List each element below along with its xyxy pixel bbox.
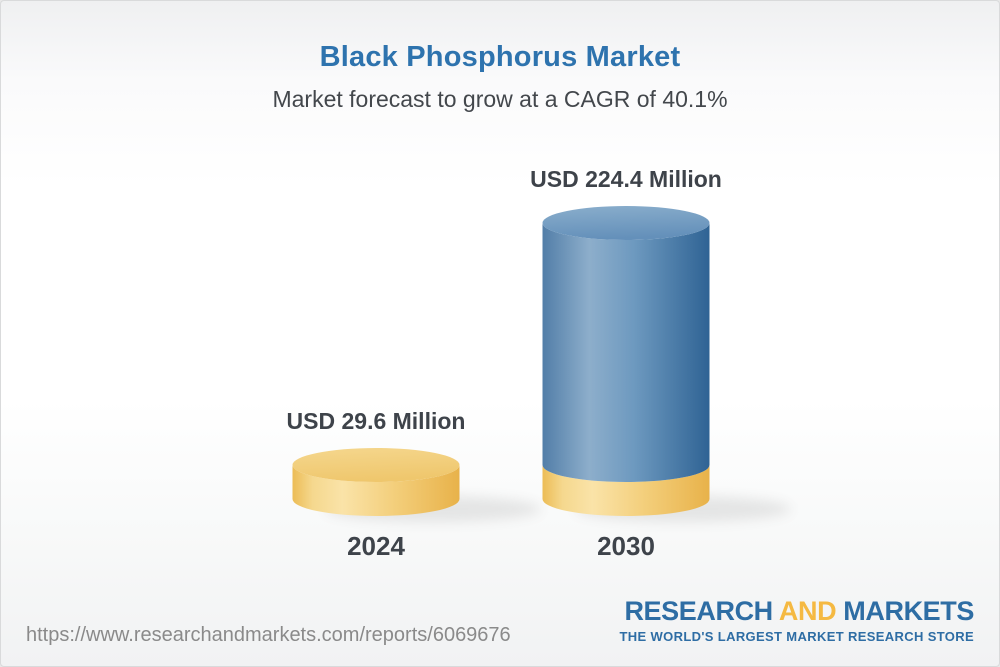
bar-2030-cylinder-top bbox=[542, 206, 710, 240]
logo-word-markets: MARKETS bbox=[843, 596, 974, 626]
logo-wordmark: RESEARCH AND MARKETS bbox=[620, 596, 974, 627]
page-title: Black Phosphorus Market bbox=[319, 41, 681, 73]
category-label-2024: 2024 bbox=[347, 531, 405, 561]
report-url-link[interactable]: https://www.researchandmarkets.com/repor… bbox=[26, 624, 511, 646]
value-label-2030: USD 224.4 Million bbox=[530, 166, 722, 192]
logo-word-research: RESEARCH bbox=[624, 596, 773, 626]
logo-word-and: AND bbox=[778, 596, 837, 626]
research-and-markets-logo: RESEARCH AND MARKETS THE WORLD'S LARGEST… bbox=[619, 596, 975, 644]
logo-tagline: THE WORLD'S LARGEST MARKET RESEARCH STOR… bbox=[619, 628, 974, 644]
bar-2030-cylinder-side bbox=[542, 223, 710, 482]
page-subtitle: Market forecast to grow at a CAGR of 40.… bbox=[272, 86, 728, 112]
bar-2024-cylinder-side bbox=[292, 465, 460, 516]
value-label-2024: USD 29.6 Million bbox=[286, 408, 466, 434]
category-label-2030: 2030 bbox=[597, 531, 655, 561]
bar-2024-cylinder-top bbox=[292, 448, 460, 482]
bar-2030-base-band bbox=[542, 465, 710, 516]
